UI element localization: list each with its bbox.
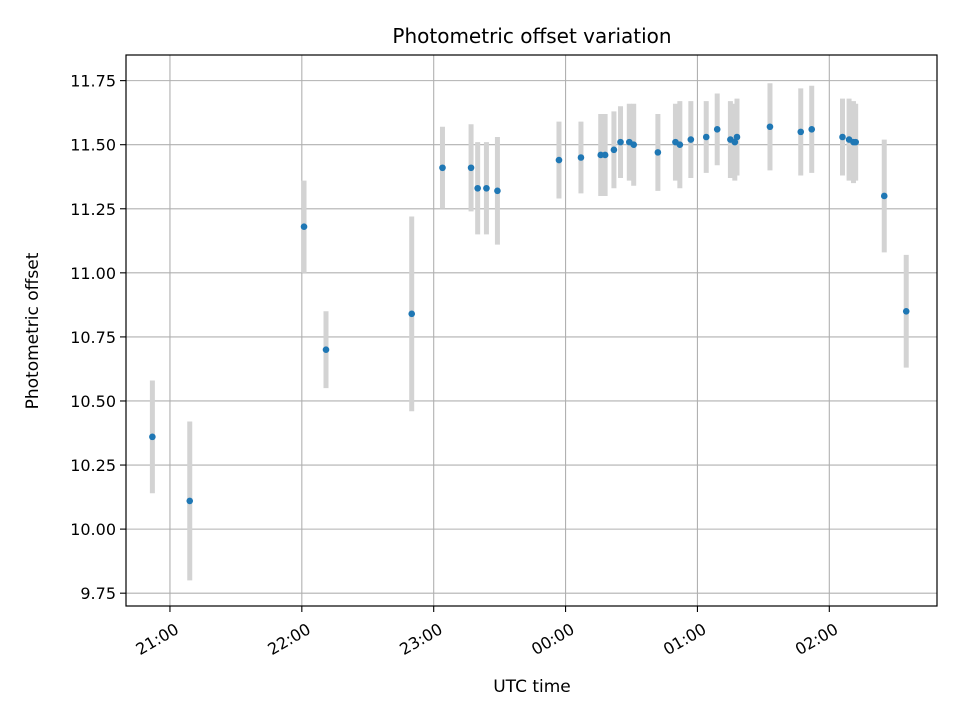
data-point [713,126,721,133]
x-axis-label: UTC time [493,677,571,697]
data-point [439,164,446,172]
y-axis-ticks: 9.75 10.00 10.25 10.50 10.75 11.00 11.25 11.50 1… [70,72,126,603]
y-tick-label: 11.25 [70,200,116,219]
plot-frame [125,54,938,607]
y-tick-label: 11.50 [70,136,116,155]
data-point [577,154,585,161]
y-tick-label: 9.75 [80,584,116,603]
data-point [474,184,481,192]
data-point [494,187,501,195]
data-point [676,141,684,148]
y-tick-label: 10.00 [70,520,116,539]
x-tick-label: 21:00 [133,619,182,659]
x-tick-label: 22:00 [264,619,313,659]
data-point [797,128,805,136]
data-point [300,223,308,231]
data-point [902,307,910,315]
data-point [408,310,416,318]
x-tick-label: 23:00 [396,619,445,659]
x-tick-label: 02:00 [792,619,841,659]
grid [126,55,937,606]
data-point [467,164,475,172]
y-tick-label: 10.50 [70,392,116,411]
data-point [766,123,774,131]
data-point [654,149,662,156]
data-point [733,133,741,141]
x-tick-label: 01:00 [660,619,709,659]
data-point [322,346,330,354]
data-point [610,146,618,154]
x-axis-ticks: 21:00 22:00 23:00 00:00 01:00 02:00 [133,606,841,659]
y-tick-label: 10.75 [70,328,116,347]
y-tick-label: 10.25 [70,456,116,475]
y-tick-label: 11.00 [70,264,116,283]
data-point [149,433,156,441]
error-bars [149,83,909,581]
data-point [555,156,563,164]
data-point [702,133,710,141]
data-point [617,138,624,146]
data-point [630,141,637,148]
data-point [483,184,490,192]
data-point [687,136,695,143]
x-tick-label: 00:00 [528,619,577,659]
data-point [186,497,194,505]
data-point [880,192,888,200]
data-points [149,123,910,505]
y-tick-label: 11.75 [70,72,116,91]
chart-title: Photometric offset variation [392,24,671,48]
data-point [731,138,739,146]
data-point [839,133,846,141]
data-point [601,151,609,159]
data-point [808,126,816,133]
y-axis-label: Photometric offset [23,252,43,409]
data-point [852,138,859,146]
